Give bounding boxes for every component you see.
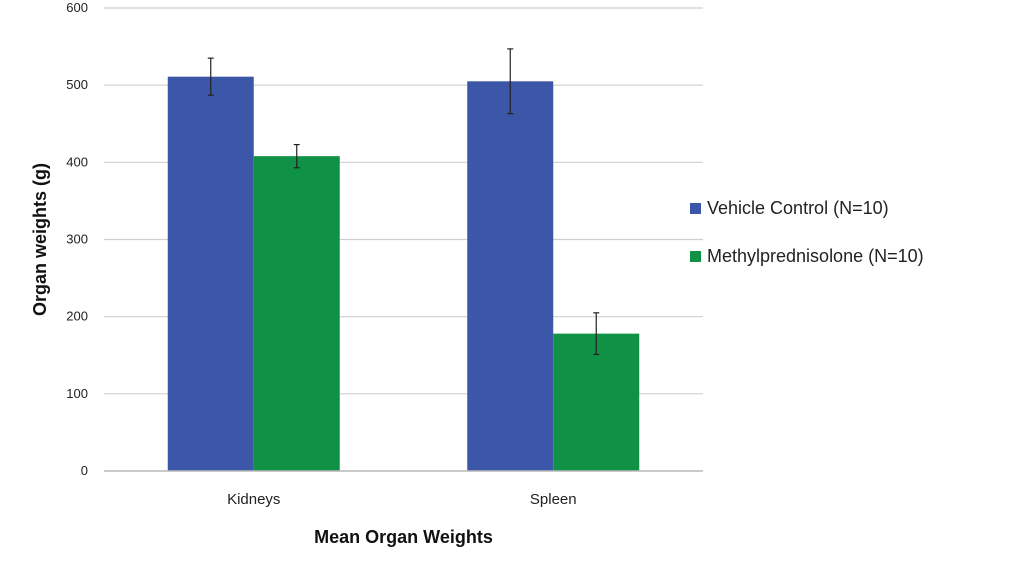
error-bars <box>207 48 600 356</box>
y-tick-label: 400 <box>66 154 88 169</box>
legend-label: Vehicle Control (N=10) <box>707 198 889 218</box>
y-tick-label: 500 <box>66 77 88 92</box>
category-label-spleen: Spleen <box>530 491 577 508</box>
x-axis-title: Mean Organ Weights <box>314 527 493 547</box>
bar-spleen-series-0 <box>467 81 554 471</box>
legend-swatch <box>690 203 701 214</box>
category-labels: Kidneys Spleen <box>227 491 577 508</box>
legend-swatch <box>690 251 701 262</box>
y-tick-labels: 0 100 200 300 400 500 600 <box>66 0 88 478</box>
error-bar-spleen-series-1 <box>593 312 600 356</box>
error-bar-kidneys-series-0 <box>207 57 214 96</box>
category-label-kidneys: Kidneys <box>227 491 280 508</box>
bar-kidneys-series-1 <box>253 156 340 471</box>
y-tick-label: 100 <box>66 386 88 401</box>
error-bar-kidneys-series-1 <box>293 143 300 169</box>
legend-label: Methylprednisolone (N=10) <box>707 246 924 266</box>
error-bar-spleen-series-0 <box>507 48 514 115</box>
legend-item-0: Vehicle Control (N=10) <box>690 198 889 218</box>
bar-kidneys-series-0 <box>167 76 254 471</box>
y-tick-label: 600 <box>66 0 88 15</box>
legend: Vehicle Control (N=10) Methylprednisolone… <box>690 198 924 266</box>
bars <box>167 76 640 471</box>
y-tick-label: 200 <box>66 309 88 324</box>
y-tick-label: 300 <box>66 232 88 247</box>
y-axis-title: Organ weights (g) <box>30 163 50 316</box>
legend-item-1: Methylprednisolone (N=10) <box>690 246 924 266</box>
y-tick-label: 0 <box>81 463 88 478</box>
bar-spleen-series-1 <box>553 333 640 471</box>
